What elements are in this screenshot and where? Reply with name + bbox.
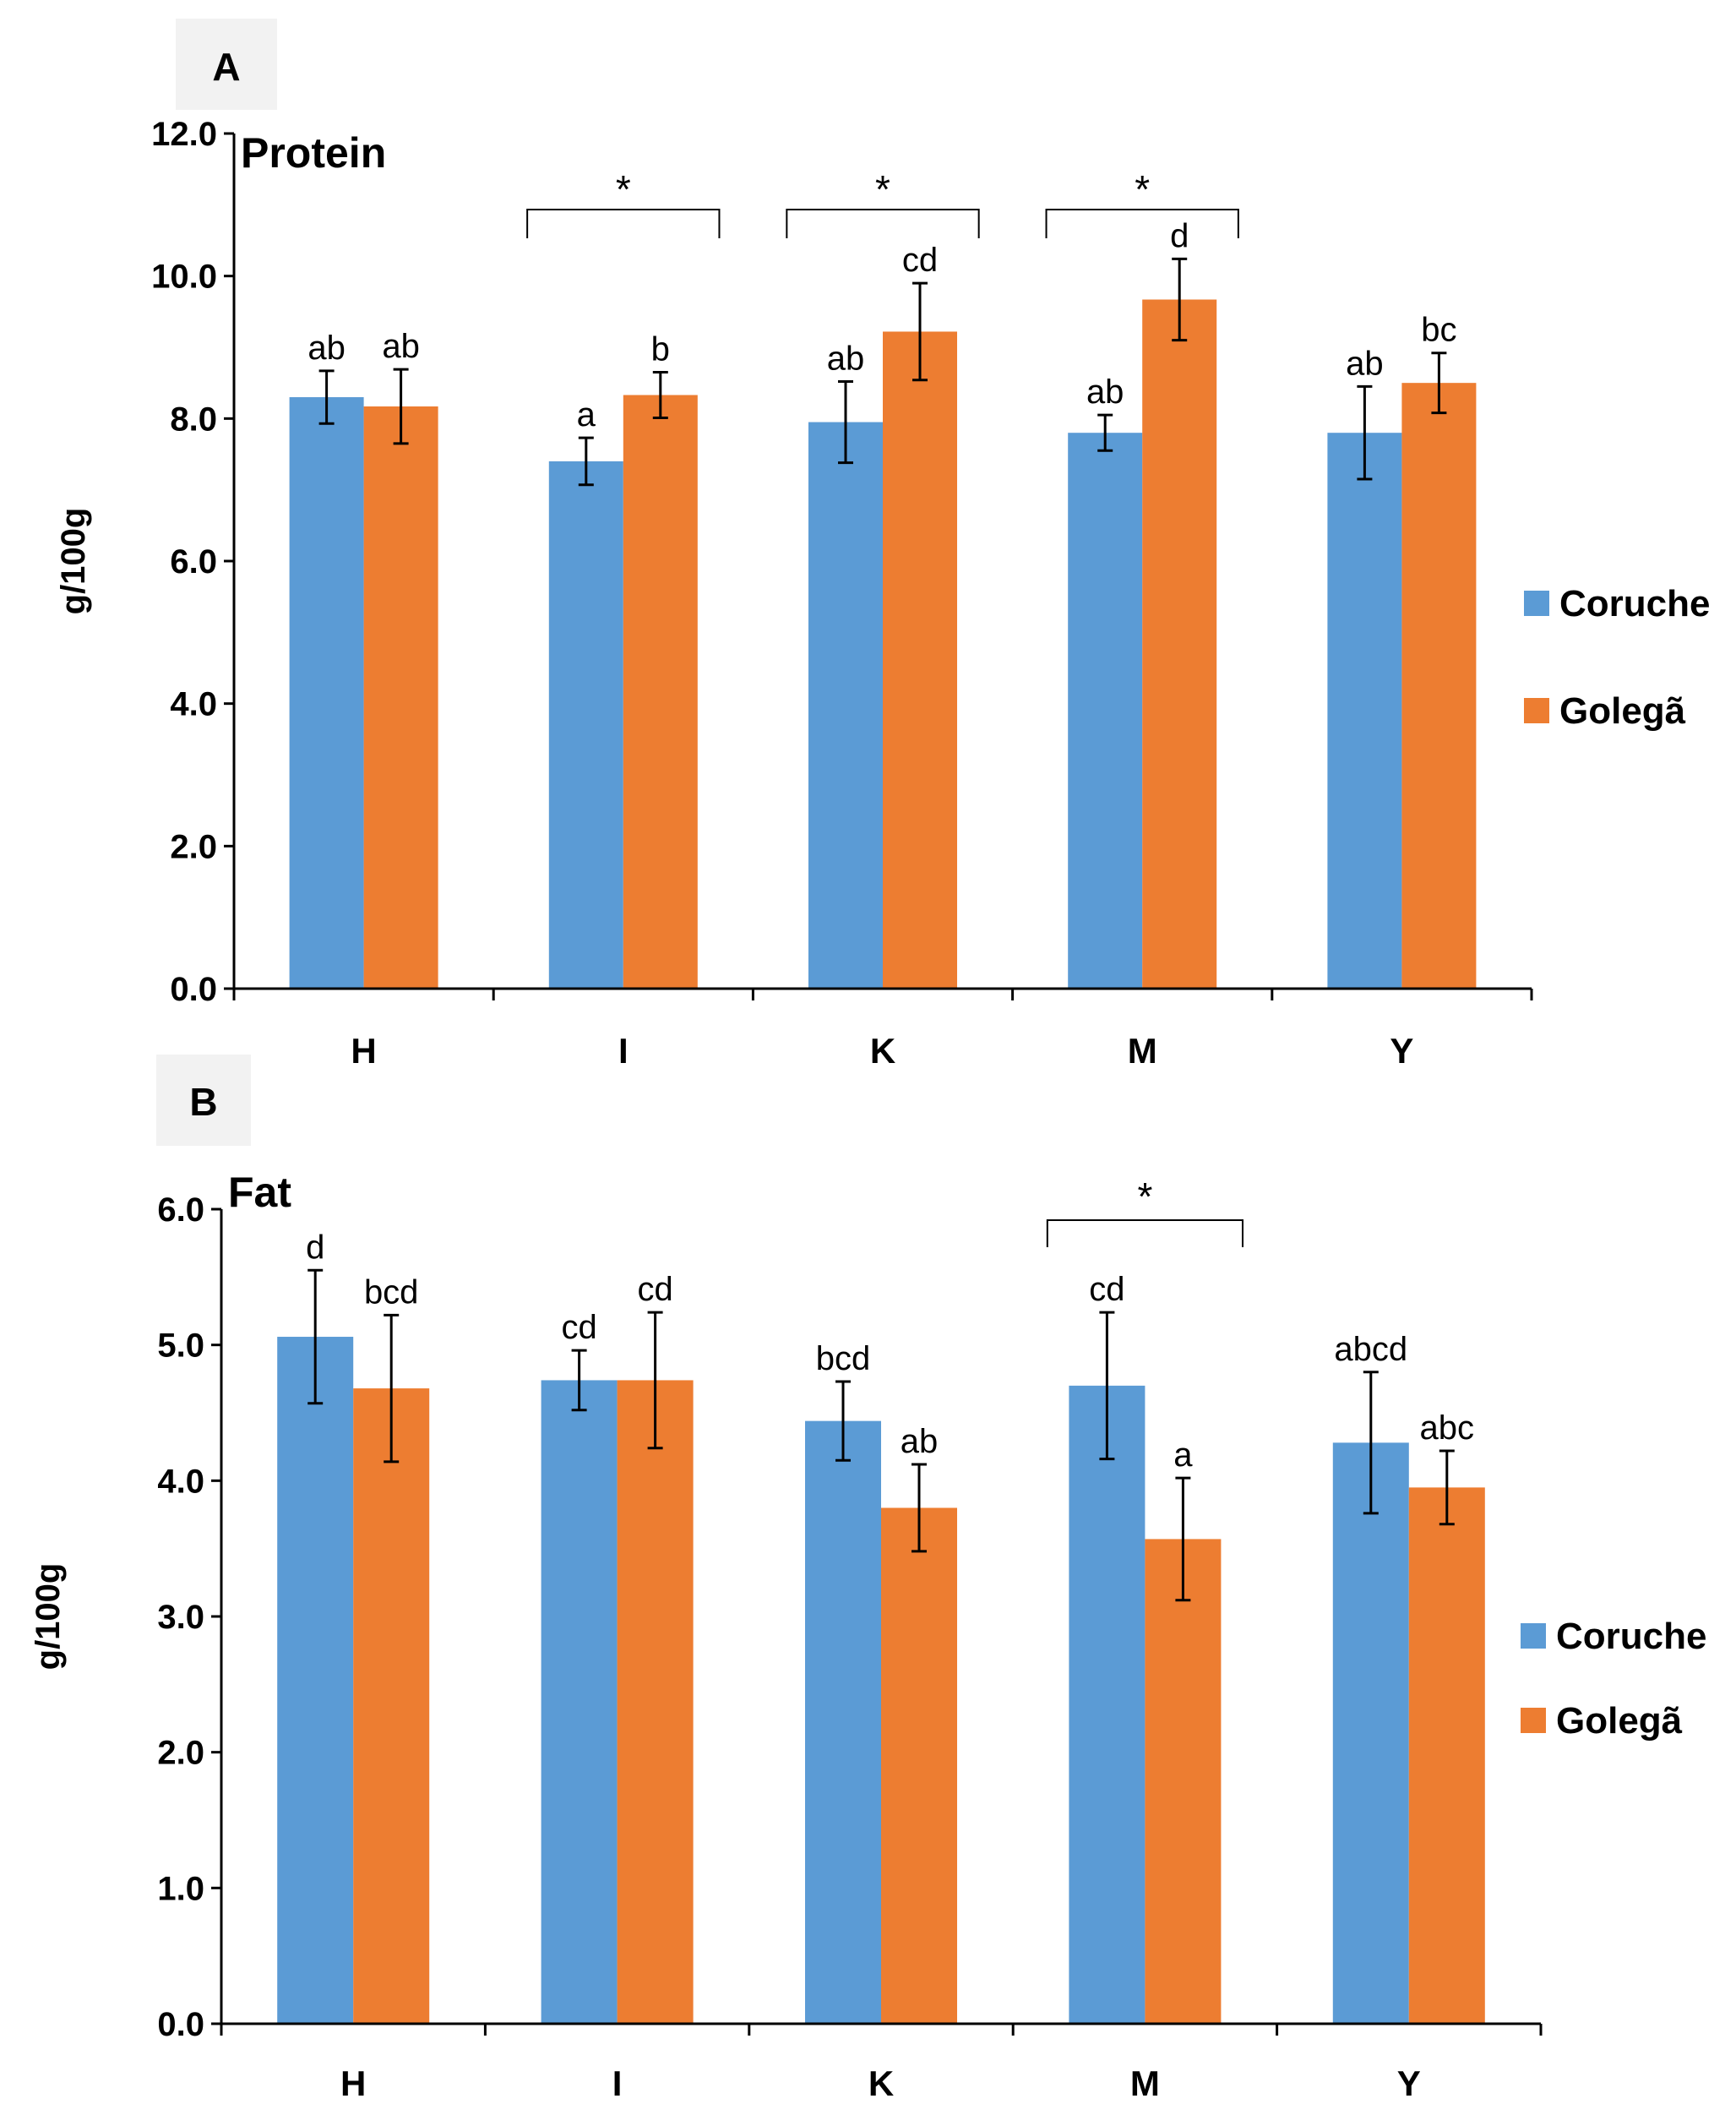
bar-coruche-i bbox=[541, 1380, 618, 2024]
data-label: abc bbox=[1420, 1409, 1475, 1447]
bar-coruche-y bbox=[1332, 1442, 1409, 2024]
significance-bracket bbox=[1045, 209, 1239, 238]
y-tick-label: 8.0 bbox=[170, 401, 217, 438]
data-label: d bbox=[1170, 217, 1189, 254]
data-label: cd bbox=[561, 1309, 596, 1346]
x-tick-label: K bbox=[870, 1031, 895, 1071]
data-label: d bbox=[306, 1229, 324, 1266]
data-label: ab bbox=[827, 340, 865, 377]
panel-label: B bbox=[189, 1080, 217, 1124]
legend-swatch-golegã bbox=[1521, 1708, 1546, 1733]
data-label: b bbox=[651, 331, 670, 368]
bar-coruche-m bbox=[1069, 1385, 1146, 2024]
legend-label: Coruche bbox=[1556, 1616, 1706, 1657]
y-tick-label: 2.0 bbox=[170, 828, 217, 865]
y-tick-label: 2.0 bbox=[157, 1735, 204, 1772]
data-label: bc bbox=[1421, 312, 1456, 349]
bar-golegã-i bbox=[623, 395, 698, 989]
legend-label: Coruche bbox=[1559, 583, 1710, 624]
x-tick-label: I bbox=[612, 2063, 623, 2103]
bar-golegã-m bbox=[1145, 1539, 1222, 2024]
bar-golegã-y bbox=[1401, 383, 1477, 989]
data-label: ab bbox=[1086, 373, 1124, 411]
x-tick-label: K bbox=[868, 2063, 894, 2103]
bar-coruche-i bbox=[548, 461, 623, 989]
x-tick-label: M bbox=[1128, 1031, 1157, 1071]
x-tick-label: M bbox=[1130, 2063, 1160, 2103]
legend-label: Golegã bbox=[1556, 1700, 1683, 1742]
bar-coruche-k bbox=[805, 1420, 881, 2024]
chart-title: Fat bbox=[228, 1169, 291, 1216]
bar-coruche-k bbox=[808, 422, 883, 989]
bar-golegã-h bbox=[363, 406, 438, 989]
y-tick-label: 4.0 bbox=[157, 1463, 204, 1500]
legend: Coruche Golegã bbox=[1524, 583, 1710, 732]
legend-swatch-golegã bbox=[1524, 698, 1549, 723]
panel-label: A bbox=[212, 45, 240, 89]
data-label: ab bbox=[382, 328, 420, 365]
data-label: cd bbox=[637, 1271, 672, 1308]
y-axis-title: g/100g bbox=[55, 508, 92, 615]
data-label: cd bbox=[902, 242, 938, 279]
data-label: a bbox=[1173, 1436, 1193, 1474]
bar-golegã-i bbox=[617, 1380, 694, 2024]
y-tick-label: 5.0 bbox=[157, 1327, 204, 1365]
bar-golegã-k bbox=[881, 1507, 957, 2024]
y-tick-label: 4.0 bbox=[170, 686, 217, 723]
y-tick-label: 3.0 bbox=[157, 1599, 204, 1636]
bar-golegã-y bbox=[1408, 1487, 1485, 2024]
significance-bracket bbox=[1046, 1219, 1243, 1247]
significance-star: * bbox=[1137, 1175, 1152, 1218]
chart-title: Protein bbox=[241, 129, 386, 177]
x-tick-label: H bbox=[351, 1031, 376, 1071]
bar-golegã-m bbox=[1142, 299, 1217, 989]
panel-label-box bbox=[156, 1055, 251, 1146]
x-tick-label: I bbox=[618, 1031, 629, 1071]
x-tick-label: Y bbox=[1390, 1031, 1413, 1071]
y-tick-label: 0.0 bbox=[170, 971, 217, 1008]
data-label: cd bbox=[1089, 1271, 1124, 1308]
bar-coruche-h bbox=[277, 1337, 354, 2024]
legend-swatch-coruche bbox=[1521, 1623, 1546, 1649]
bar-golegã-h bbox=[353, 1388, 430, 2024]
y-tick-label: 10.0 bbox=[151, 259, 217, 296]
data-label: ab bbox=[1346, 345, 1384, 382]
y-axis-title: g/100g bbox=[30, 1563, 67, 1671]
data-label: abcd bbox=[1334, 1331, 1407, 1368]
bar-coruche-m bbox=[1068, 433, 1143, 989]
data-label: ab bbox=[901, 1423, 939, 1460]
data-label: a bbox=[577, 396, 596, 433]
x-tick-label: Y bbox=[1397, 2063, 1421, 2103]
legend-label: Golegã bbox=[1559, 690, 1686, 732]
legend: Coruche Golegã bbox=[1521, 1616, 1706, 1742]
data-label: bcd bbox=[364, 1273, 419, 1311]
data-label: ab bbox=[307, 330, 346, 367]
y-tick-label: 6.0 bbox=[157, 1191, 204, 1229]
bar-golegã-k bbox=[883, 331, 957, 989]
chart-panel-b: Bd cd bcd cd abcd bcd cd ab a abc * 0.0 1.0 2.0 3.0 4.0… bbox=[30, 1055, 1706, 2103]
significance-star: * bbox=[875, 167, 890, 211]
y-tick-label: 0.0 bbox=[157, 2006, 204, 2043]
y-tick-label: 1.0 bbox=[157, 1870, 204, 1907]
significance-star: * bbox=[616, 167, 631, 211]
significance-bracket bbox=[526, 209, 721, 238]
y-tick-label: 6.0 bbox=[170, 543, 217, 581]
data-label: bcd bbox=[816, 1340, 871, 1377]
legend-swatch-coruche bbox=[1524, 591, 1549, 616]
x-tick-label: H bbox=[340, 2063, 366, 2103]
significance-star: * bbox=[1135, 167, 1150, 211]
bar-coruche-y bbox=[1327, 433, 1402, 989]
bar-coruche-h bbox=[289, 397, 364, 989]
panel-label-box bbox=[176, 19, 277, 110]
significance-bracket bbox=[786, 209, 980, 238]
y-tick-label: 12.0 bbox=[151, 116, 217, 153]
